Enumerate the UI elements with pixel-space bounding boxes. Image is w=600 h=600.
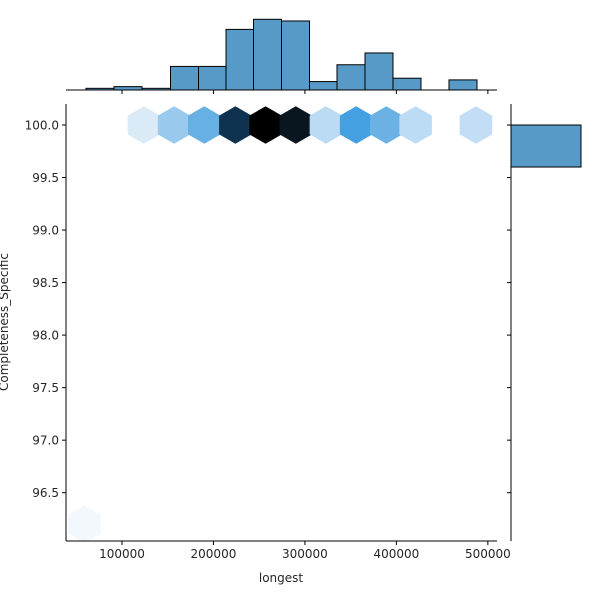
top-hist-bar (448, 79, 478, 91)
hexbin-layer (68, 106, 493, 543)
y-axis-label: Completeness_Specific (0, 253, 11, 391)
hexbin-cell (249, 106, 282, 144)
top-hist-bar (336, 64, 366, 91)
right-hist-ticks (507, 124, 511, 494)
hexbin-cell (188, 106, 221, 144)
hexbin-cell (219, 106, 252, 144)
top-hist-bar (170, 65, 199, 91)
y-tick-label: 97.5 (32, 381, 59, 395)
x-axis-ticks: 100000 200000 300000 400000 500000 (99, 541, 511, 561)
x-tick-label: 100000 (99, 547, 145, 561)
top-marginal-histogram (85, 18, 478, 91)
right-marginal-histogram (510, 124, 582, 168)
top-hist-ticks (121, 90, 489, 94)
top-hist-bar (281, 20, 310, 91)
x-tick-label: 200000 (191, 547, 237, 561)
x-axis-label: longest (259, 571, 304, 585)
y-tick-label: 98.5 (32, 276, 59, 290)
top-hist-bar (392, 77, 422, 91)
top-hist-bar (113, 86, 143, 91)
hexbin-cell (370, 106, 403, 144)
top-hist-bar (309, 81, 338, 91)
y-axis-ticks: 96.5 97.0 97.5 98.0 98.5 99.0 99.5 100.0 (25, 119, 66, 500)
hexbin-cell (157, 106, 191, 144)
y-tick-label: 98.0 (32, 329, 59, 343)
x-tick-label: 400000 (373, 547, 419, 561)
top-hist-bar (225, 28, 254, 91)
top-hist-bar (198, 65, 227, 91)
hexbin-cell (68, 505, 101, 543)
y-tick-label: 99.5 (32, 171, 59, 185)
x-tick-label: 500000 (465, 547, 511, 561)
hexbin-cell (279, 106, 313, 144)
hexbin-cell (309, 106, 343, 144)
y-tick-label: 99.0 (32, 224, 59, 238)
top-hist-bar (364, 52, 394, 91)
hexbin-cell (339, 106, 373, 144)
hexbin-cell (399, 106, 432, 144)
right-hist-bar (510, 124, 582, 168)
hexbin-cell (459, 106, 493, 144)
y-tick-label: 100.0 (25, 119, 59, 133)
y-tick-label: 96.5 (32, 486, 59, 500)
x-tick-label: 300000 (282, 547, 328, 561)
y-tick-label: 97.0 (32, 434, 59, 448)
top-hist-bar (253, 18, 282, 91)
hexbin-cell (127, 106, 161, 144)
